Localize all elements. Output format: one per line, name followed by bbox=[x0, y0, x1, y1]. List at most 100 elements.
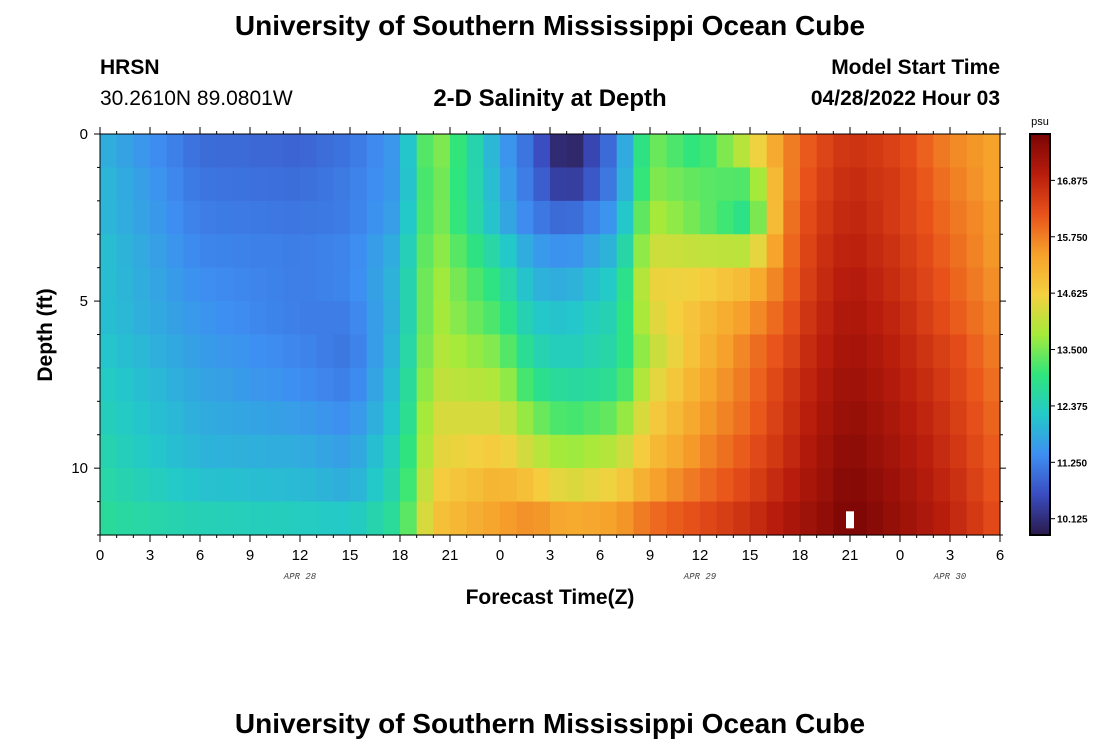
heatmap-cell bbox=[900, 367, 918, 402]
heatmap-cell bbox=[383, 501, 401, 536]
heatmap-cell bbox=[716, 200, 734, 235]
heatmap-cell bbox=[983, 501, 1001, 536]
heatmap-cell bbox=[800, 334, 818, 369]
axes: 0 3 6 9 12 15 18 21 0 3 6 9 12 15 18 21 0 3 6 APR 28 APR 29 A… bbox=[71, 126, 1006, 582]
heatmap-cell bbox=[516, 468, 534, 503]
heatmap-cell bbox=[650, 134, 668, 169]
heatmap-cell bbox=[433, 167, 451, 202]
heatmap-cell bbox=[183, 434, 201, 469]
heatmap-cell bbox=[633, 334, 651, 369]
heatmap-cell bbox=[200, 234, 218, 269]
heatmap-cell bbox=[933, 501, 951, 536]
heatmap-cell bbox=[800, 367, 818, 402]
heatmap-cell bbox=[150, 501, 168, 536]
heatmap-cell bbox=[316, 234, 334, 269]
heatmap-cell bbox=[300, 234, 318, 269]
heatmap-cell bbox=[216, 468, 234, 503]
heatmap-cell bbox=[866, 301, 884, 336]
heatmap-cell bbox=[583, 401, 601, 436]
heatmap-cell bbox=[250, 200, 268, 235]
heatmap-cell bbox=[300, 468, 318, 503]
heatmap-cell bbox=[850, 367, 868, 402]
heatmap-cell bbox=[650, 234, 668, 269]
heatmap-cell bbox=[166, 267, 184, 302]
heatmap-cell bbox=[700, 134, 718, 169]
heatmap-cell bbox=[600, 200, 618, 235]
heatmap-cell bbox=[333, 301, 351, 336]
heatmap-cell bbox=[233, 334, 251, 369]
heatmap-cell bbox=[766, 234, 784, 269]
x-tick-label: 9 bbox=[646, 547, 654, 564]
heatmap-cell bbox=[750, 434, 768, 469]
heatmap-cell bbox=[866, 468, 884, 503]
heatmap-cell bbox=[733, 301, 751, 336]
heatmap-cell bbox=[666, 501, 684, 536]
heatmap-cell bbox=[850, 468, 868, 503]
heatmap-cell bbox=[350, 334, 368, 369]
heatmap-cell bbox=[366, 367, 384, 402]
heatmap-cell bbox=[983, 334, 1001, 369]
heatmap-cell bbox=[766, 167, 784, 202]
heatmap-cell bbox=[850, 334, 868, 369]
heatmap-cell bbox=[783, 234, 801, 269]
heatmap-cell bbox=[350, 234, 368, 269]
heatmap-cell bbox=[683, 367, 701, 402]
heatmap-cell bbox=[366, 501, 384, 536]
heatmap-cell bbox=[616, 267, 634, 302]
heatmap-cell bbox=[750, 401, 768, 436]
heatmap-cell bbox=[300, 334, 318, 369]
heatmap-cell bbox=[383, 401, 401, 436]
colorbar-label: 16.875 bbox=[1057, 176, 1088, 187]
heatmap-cell bbox=[366, 234, 384, 269]
heatmap-cell bbox=[383, 468, 401, 503]
heatmap-cell bbox=[766, 367, 784, 402]
heatmap-cell bbox=[200, 301, 218, 336]
heatmap-cell bbox=[800, 267, 818, 302]
heatmap-cell bbox=[850, 501, 868, 536]
heatmap-cell bbox=[200, 401, 218, 436]
heatmap-cell bbox=[183, 167, 201, 202]
heatmap-cell bbox=[150, 367, 168, 402]
heatmap-cell bbox=[350, 267, 368, 302]
heatmap-cell bbox=[166, 234, 184, 269]
heatmap-cell bbox=[200, 200, 218, 235]
heatmap-cell bbox=[550, 434, 568, 469]
heatmap-cell bbox=[583, 234, 601, 269]
heatmap-cell bbox=[416, 367, 434, 402]
heatmap-cell bbox=[100, 134, 118, 169]
heatmap-cell bbox=[116, 367, 134, 402]
heatmap-cell bbox=[516, 367, 534, 402]
heatmap-cell bbox=[650, 401, 668, 436]
heatmap-cell bbox=[433, 367, 451, 402]
heatmap-cell bbox=[583, 501, 601, 536]
heatmap-cell bbox=[300, 401, 318, 436]
heatmap-cell bbox=[183, 301, 201, 336]
heatmap-cell bbox=[133, 334, 151, 369]
heatmap-cell bbox=[766, 267, 784, 302]
y-tick-label: 10 bbox=[71, 460, 88, 477]
heatmap-cell bbox=[850, 234, 868, 269]
heatmap-cell bbox=[116, 167, 134, 202]
heatmap-cell bbox=[600, 267, 618, 302]
heatmap-cell bbox=[966, 367, 984, 402]
heatmap-cell bbox=[700, 267, 718, 302]
heatmap-cell bbox=[400, 267, 418, 302]
heatmap-cell bbox=[116, 301, 134, 336]
heatmap-cell bbox=[666, 468, 684, 503]
heatmap-cell bbox=[750, 301, 768, 336]
heatmap-cell bbox=[983, 367, 1001, 402]
heatmap-cell bbox=[933, 134, 951, 169]
heatmap-cell bbox=[900, 167, 918, 202]
heatmap-cell bbox=[950, 234, 968, 269]
heatmap-cell bbox=[500, 134, 518, 169]
heatmap-cell bbox=[516, 200, 534, 235]
heatmap-cell bbox=[600, 501, 618, 536]
heatmap-cell bbox=[883, 167, 901, 202]
heatmap-cell bbox=[550, 200, 568, 235]
heatmap-cell bbox=[983, 401, 1001, 436]
heatmap-cell bbox=[933, 401, 951, 436]
heatmap-cell bbox=[966, 468, 984, 503]
heatmap-cell bbox=[700, 234, 718, 269]
heatmap-cell bbox=[800, 167, 818, 202]
heatmap-cell bbox=[133, 134, 151, 169]
